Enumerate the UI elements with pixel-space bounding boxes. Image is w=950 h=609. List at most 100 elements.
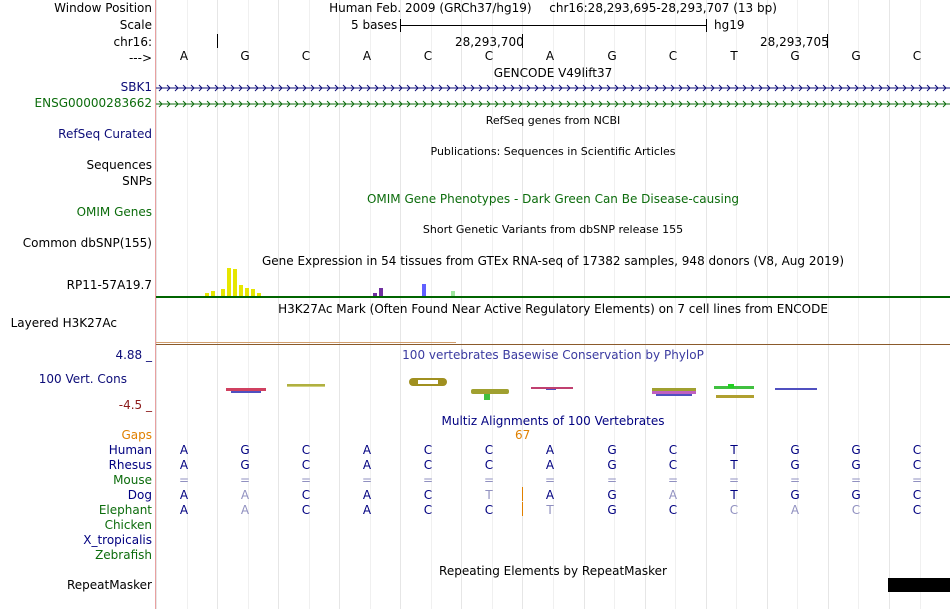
base-letter: G — [790, 458, 800, 472]
base-letter: G — [607, 458, 617, 472]
species-label-chicken[interactable]: Chicken — [104, 518, 152, 532]
base-letter: A — [179, 49, 189, 63]
species-label-xtrop[interactable]: X_tropicalis — [83, 533, 152, 547]
base-letter: T — [546, 503, 554, 517]
base-letter: G — [790, 488, 800, 502]
track-label-sequences[interactable]: Sequences — [86, 158, 152, 172]
track-label-sbk1[interactable]: SBK1 — [120, 80, 152, 94]
strand-arrow-label: ---> — [128, 51, 152, 65]
position-readout: chr16:28,293,695-28,293,707 (13 bp) — [549, 1, 777, 15]
scale-db: hg19 — [714, 18, 745, 32]
gridline-mid — [736, 0, 737, 609]
species-label-mouse[interactable]: Mouse — [113, 473, 152, 487]
ruler-tick-2 — [522, 34, 523, 48]
gridline — [522, 0, 523, 609]
window-position: Human Feb. 2009 (GRCh37/hg19) chr16:28,2… — [156, 1, 950, 15]
scale-text: 5 bases — [351, 18, 398, 32]
gridline — [767, 0, 768, 609]
base-letter: C — [423, 443, 433, 457]
cons-min-label: -4.5 _ — [118, 398, 152, 412]
scale-label: Scale — [119, 18, 152, 32]
base-letter: = — [606, 473, 618, 487]
species-label-dog[interactable]: Dog — [127, 488, 152, 502]
track-label-ensg[interactable]: ENSG00000283662 — [34, 96, 152, 110]
base-letter: A — [362, 503, 372, 517]
base-letter: T — [730, 458, 738, 472]
chrom-label: chr16: — [113, 35, 152, 49]
base-letter: G — [240, 49, 250, 63]
base-letter: A — [545, 458, 555, 472]
base-letter: T — [730, 443, 738, 457]
gtex-bar — [245, 288, 249, 297]
track-label-gtex-gene[interactable]: RP11-57A19.7 — [66, 278, 152, 292]
base-letter: C — [484, 49, 494, 63]
base-letter: C — [851, 503, 861, 517]
base-letter: A — [362, 443, 372, 457]
scale-bar-tick-right — [706, 19, 707, 32]
gridline-mid — [431, 0, 432, 609]
track-label-vert-cons[interactable]: 100 Vert. Cons — [38, 372, 127, 386]
base-letter: A — [240, 488, 250, 502]
gtex-bar — [239, 285, 243, 297]
phylop-track-title: 100 vertebrates Basewise Conservation by… — [402, 348, 704, 362]
base-letter: A — [668, 488, 678, 502]
gene-sbk1[interactable] — [156, 83, 950, 93]
base-letter: = — [422, 473, 434, 487]
gencode-track-title: GENCODE V49lift37 — [493, 66, 613, 80]
base-letter: T — [485, 488, 493, 502]
track-label-refseq[interactable]: RefSeq Curated — [58, 127, 152, 141]
gtex-bars[interactable] — [156, 268, 950, 298]
gtex-bar — [257, 293, 261, 297]
base-letter: A — [545, 443, 555, 457]
track-label-repeatmasker[interactable]: RepeatMasker — [66, 578, 152, 592]
omim-track-title: OMIM Gene Phenotypes - Dark Green Can Be… — [366, 192, 740, 206]
base-letter: C — [423, 503, 433, 517]
h3k27ac-signal-line-2 — [156, 342, 456, 343]
insertion-marker-dog — [522, 487, 523, 501]
gridline-mid — [248, 0, 249, 609]
pubs-track-title: Publications: Sequences in Scientific Ar… — [430, 145, 676, 158]
base-letter: G — [607, 49, 617, 63]
gridline — [584, 0, 585, 609]
track-label-h3k27ac[interactable]: Layered H3K27Ac — [10, 316, 117, 330]
window-position-label: Window Position — [54, 1, 152, 15]
gridline — [339, 0, 340, 609]
refseq-track-title: RefSeq genes from NCBI — [485, 114, 621, 127]
base-letter: C — [912, 488, 922, 502]
repeat-element[interactable] — [888, 578, 950, 592]
phylop-logos[interactable] — [156, 370, 950, 410]
h3k27ac-signal-line — [156, 344, 950, 345]
base-letter: G — [607, 503, 617, 517]
base-letter: G — [790, 49, 800, 63]
base-letter: G — [851, 458, 861, 472]
base-letter: = — [300, 473, 312, 487]
ruler-coord-1: 28,293,700 — [455, 35, 524, 49]
gtex-bar — [379, 288, 383, 297]
species-label-zebrafish[interactable]: Zebrafish — [95, 548, 152, 562]
track-label-dbsnp[interactable]: Common dbSNP(155) — [22, 236, 152, 250]
species-label-human[interactable]: Human — [108, 443, 152, 457]
base-letter: C — [729, 503, 739, 517]
base-letter: G — [851, 49, 861, 63]
base-letter: = — [789, 473, 801, 487]
track-label-snps[interactable]: SNPs — [122, 174, 152, 188]
species-label-rhesus[interactable]: Rhesus — [108, 458, 152, 472]
species-label-elephant[interactable]: Elephant — [98, 503, 152, 517]
track-label-gaps[interactable]: Gaps — [121, 428, 152, 442]
panel-divider — [155, 0, 156, 609]
base-letter: G — [851, 443, 861, 457]
base-letter: C — [484, 458, 494, 472]
gtex-bar — [221, 289, 225, 297]
track-image[interactable]: Human Feb. 2009 (GRCh37/hg19) chr16:28,2… — [156, 0, 950, 609]
gtex-bar — [205, 293, 209, 297]
gridline-mid — [187, 0, 188, 609]
track-label-omim[interactable]: OMIM Genes — [76, 205, 152, 219]
base-letter: C — [668, 49, 678, 63]
gene-ensg00000283662[interactable] — [156, 99, 950, 109]
base-letter: T — [730, 488, 738, 502]
gridline-mid — [797, 0, 798, 609]
base-letter: C — [423, 488, 433, 502]
